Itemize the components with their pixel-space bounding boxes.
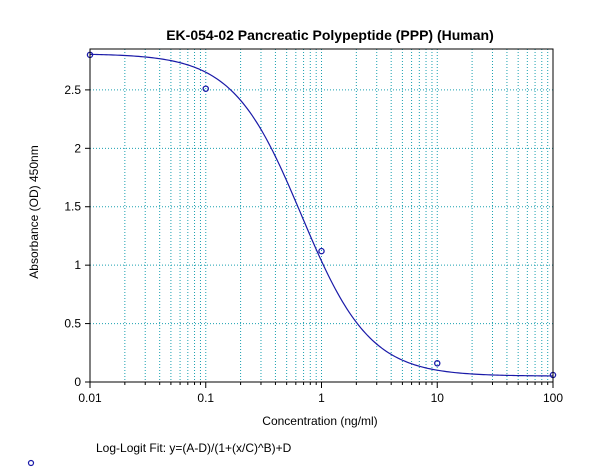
y-tick-label: 1.5	[64, 200, 81, 214]
data-point	[318, 247, 325, 255]
x-tick-label: 0.1	[197, 391, 214, 405]
fit-equation: Log-Logit Fit: y=(A-D)/(1+(x/C)^B)+D	[96, 441, 292, 455]
y-tick-label: 0	[74, 375, 81, 389]
axes	[85, 48, 554, 388]
x-tick-label: 100	[543, 391, 563, 405]
fit-curve-layer	[89, 53, 554, 377]
y-tick-label: 0.5	[64, 317, 81, 331]
x-tick-label: 0.01	[78, 391, 102, 405]
plot-frame	[89, 48, 554, 383]
x-tick-labels: 0.01 0.1 1 10 100	[78, 391, 563, 405]
fit-curve	[89, 53, 554, 377]
data-point	[433, 360, 441, 367]
y-axis-label: Absorbance (OD) 450nm	[27, 145, 41, 278]
grid	[90, 49, 553, 382]
legend-marker-icon	[27, 459, 35, 467]
y-tick-labels: 0 0.5 1 1.5 2 2.5	[64, 83, 81, 389]
x-tick-label: 10	[431, 391, 445, 405]
y-tick-label: 1	[74, 258, 81, 272]
x-axis-label: Concentration (ng/ml)	[262, 414, 377, 428]
y-tick-label: 2	[74, 141, 81, 155]
x-tick-label: 1	[318, 391, 325, 405]
y-tick-label: 2.5	[64, 83, 81, 97]
chart-title: EK-054-02 Pancreatic Polypeptide (PPP) (…	[166, 27, 494, 43]
data-point	[202, 85, 209, 92]
